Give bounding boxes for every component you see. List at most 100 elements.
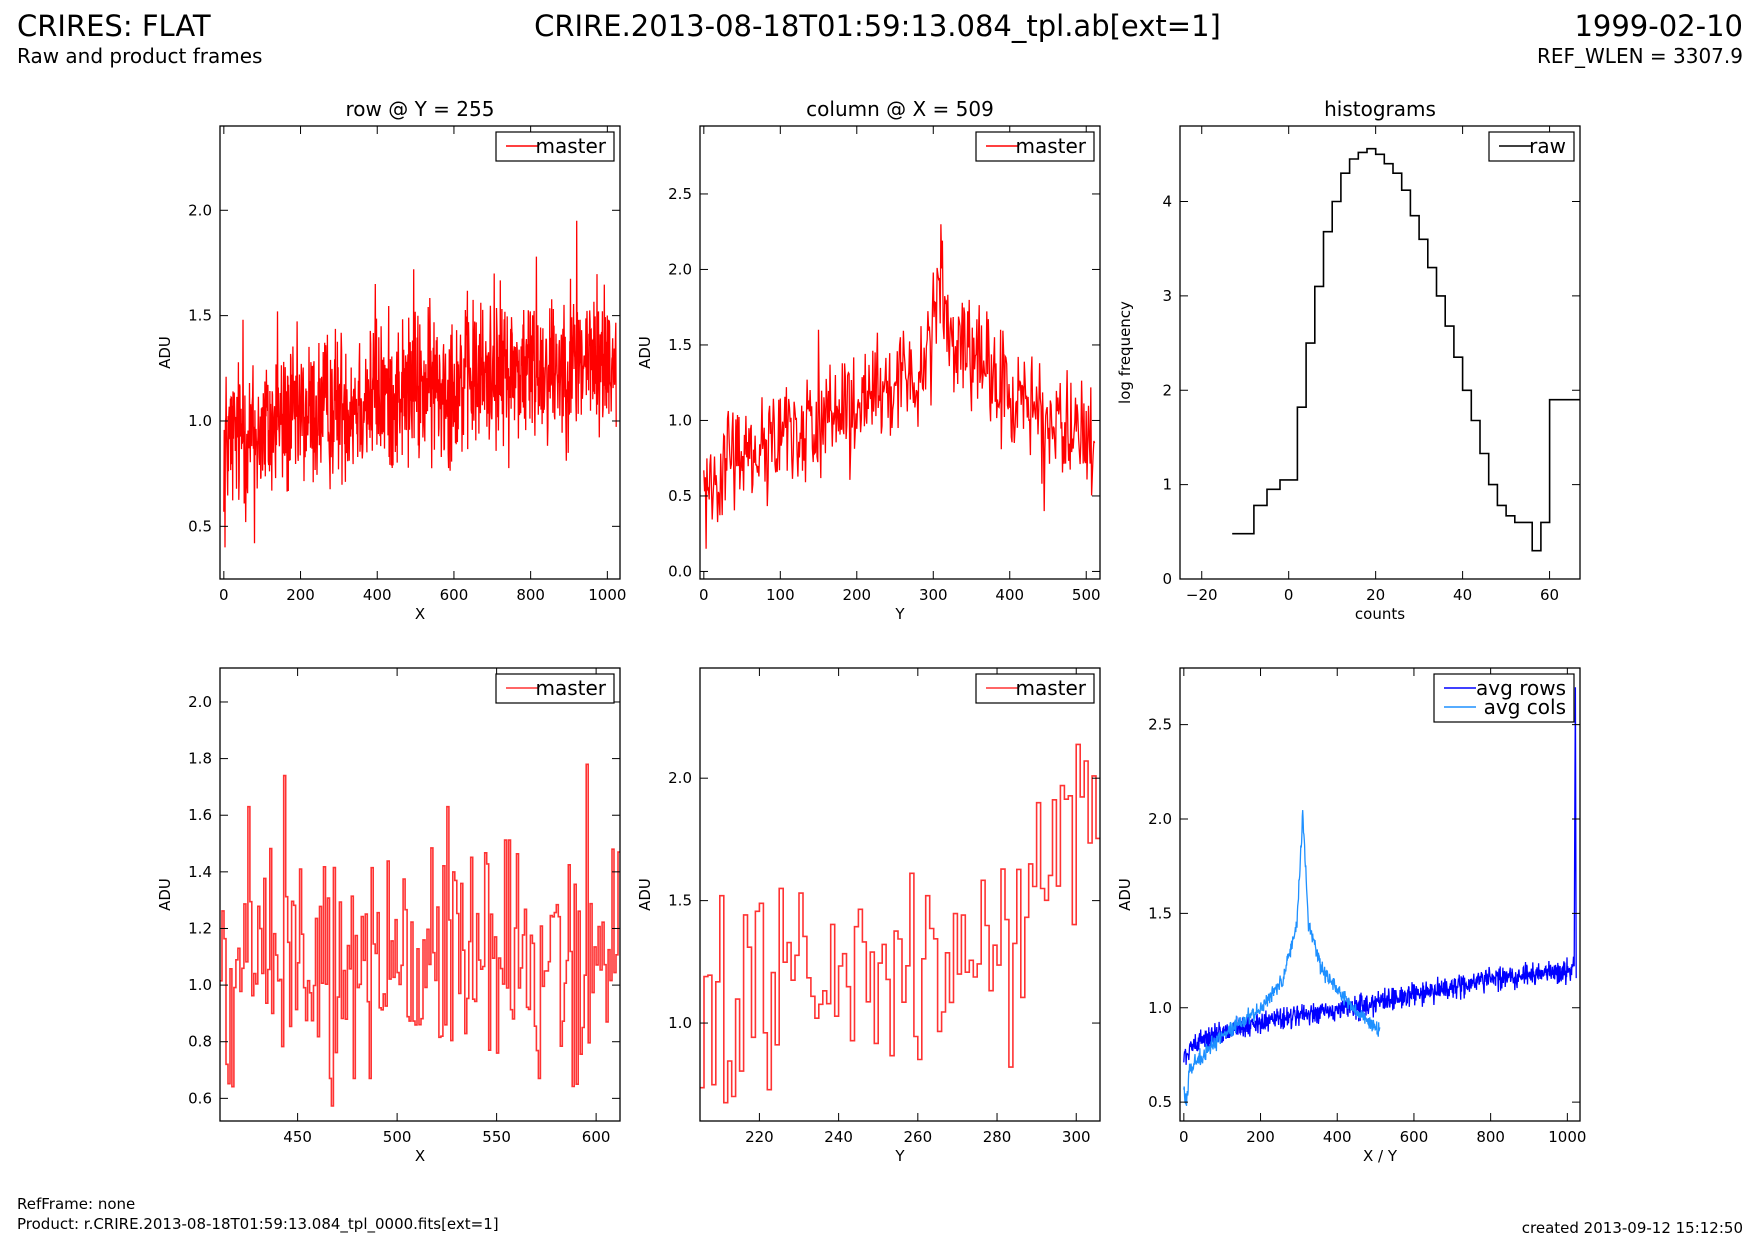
chart-title: histograms bbox=[1324, 97, 1436, 121]
y-tick-label: 1.0 bbox=[668, 411, 692, 429]
x-tick-label: 1000 bbox=[1548, 1128, 1586, 1146]
legend-label-master: master bbox=[535, 134, 606, 158]
chart-histogram: −20 0 20 40 60 0 1 2 3 4 histograms counts log frequ… bbox=[1116, 97, 1581, 623]
y-axis-label: ADU bbox=[156, 878, 174, 911]
x-axis-label: X / Y bbox=[1363, 1147, 1398, 1165]
series-line-raw bbox=[1232, 147, 1580, 552]
y-axis-label: ADU bbox=[1116, 878, 1134, 911]
plot-frame bbox=[219, 667, 621, 1122]
y-tick-label: 2.0 bbox=[188, 201, 212, 219]
x-tick-label: 450 bbox=[283, 1128, 312, 1146]
product-label: Product: r.CRIRE.2013-08-18T01:59:13.084… bbox=[17, 1215, 499, 1233]
y-tick-label: 1.4 bbox=[188, 863, 212, 881]
x-tick-label: 1000 bbox=[588, 586, 626, 604]
series-line-master bbox=[223, 220, 617, 548]
chart-row_zoom: 450 500 550 600 0.6 0.8 1.0 1.2 1.4 1.6 1.8 2.0 X ADU… bbox=[156, 667, 621, 1165]
y-axis-label: log frequency bbox=[1116, 301, 1134, 404]
x-tick-label: 220 bbox=[745, 1128, 774, 1146]
y-tick-label: 1.0 bbox=[188, 976, 212, 994]
chart-title: column @ X = 509 bbox=[806, 97, 994, 121]
y-axis-label: ADU bbox=[636, 878, 654, 911]
plot-frame bbox=[219, 125, 621, 580]
figure-title: CRIRES: FLAT bbox=[17, 9, 211, 43]
x-tick-label: 400 bbox=[1323, 1128, 1352, 1146]
legend-label-master: master bbox=[1015, 134, 1086, 158]
file-title: CRIRE.2013-08-18T01:59:13.084_tpl.ab[ext… bbox=[534, 9, 1221, 43]
y-tick-label: 2.0 bbox=[668, 260, 692, 278]
x-tick-label: 0 bbox=[1179, 1128, 1189, 1146]
y-tick-label: 1.0 bbox=[1148, 999, 1172, 1017]
series-line-avg-cols bbox=[1183, 810, 1381, 1106]
chart-column: 0 100 200 300 400 500 0.0 0.5 1.0 1.5 2.0 2.5 column… bbox=[636, 97, 1101, 623]
y-tick-label: 2.5 bbox=[1148, 716, 1172, 734]
y-tick-label: 1.2 bbox=[188, 919, 212, 937]
x-tick-label: 280 bbox=[983, 1128, 1012, 1146]
x-tick-label: 0 bbox=[219, 586, 229, 604]
figure-subtitle: Raw and product frames bbox=[17, 44, 263, 68]
x-tick-label: 240 bbox=[824, 1128, 853, 1146]
legend-box bbox=[1433, 673, 1575, 723]
y-tick-label: 2.0 bbox=[188, 693, 212, 711]
y-tick-label: 1.5 bbox=[668, 892, 692, 910]
x-tick-label: 800 bbox=[1476, 1128, 1505, 1146]
chart-row: 0 200 400 600 800 1000 0.5 1.0 1.5 2.0 row @ Y = 2… bbox=[156, 97, 626, 623]
x-tick-label: 0 bbox=[699, 586, 709, 604]
y-tick-label: 0.8 bbox=[188, 1033, 212, 1051]
x-tick-label: 40 bbox=[1453, 586, 1472, 604]
y-tick-label: 2.0 bbox=[668, 769, 692, 787]
x-axis-label: counts bbox=[1355, 605, 1405, 623]
y-axis-label: ADU bbox=[636, 336, 654, 369]
x-tick-label: 20 bbox=[1366, 586, 1385, 604]
x-tick-label: 800 bbox=[516, 586, 545, 604]
series-line-master bbox=[700, 743, 1100, 1104]
x-tick-label: 600 bbox=[582, 1128, 611, 1146]
chart-column_zoom: 220 240 260 280 300 1.0 1.5 2.0 Y ADU master bbox=[636, 667, 1101, 1165]
ref-frame-label: RefFrame: none bbox=[17, 1195, 136, 1213]
y-tick-label: 1.0 bbox=[188, 412, 212, 430]
series-line-master bbox=[220, 763, 620, 1107]
x-tick-label: 200 bbox=[842, 586, 871, 604]
x-axis-label: X bbox=[415, 1147, 425, 1165]
x-tick-label: −20 bbox=[1186, 586, 1218, 604]
plot-frame bbox=[1179, 667, 1581, 1122]
x-tick-label: 550 bbox=[482, 1128, 511, 1146]
y-tick-label: 1.6 bbox=[188, 806, 212, 824]
x-tick-label: 100 bbox=[766, 586, 795, 604]
y-tick-label: 2.0 bbox=[1148, 810, 1172, 828]
x-tick-label: 300 bbox=[919, 586, 948, 604]
legend-label-master: master bbox=[535, 676, 606, 700]
x-tick-label: 600 bbox=[440, 586, 469, 604]
y-tick-label: 1.0 bbox=[668, 1014, 692, 1032]
series-line-avg-rows bbox=[1183, 687, 1577, 1065]
chart-averages: 0 200 400 600 800 1000 0.5 1.0 1.5 2.0 2.5 X / Y ADU… bbox=[1116, 667, 1586, 1165]
x-tick-label: 200 bbox=[286, 586, 315, 604]
legend-box bbox=[495, 131, 615, 162]
x-tick-label: 400 bbox=[995, 586, 1024, 604]
y-tick-label: 0.0 bbox=[668, 562, 692, 580]
y-tick-label: 1.5 bbox=[188, 307, 212, 325]
created-label: created 2013-09-12 15:12:50 bbox=[1521, 1219, 1743, 1237]
x-tick-label: 200 bbox=[1246, 1128, 1275, 1146]
x-tick-label: 500 bbox=[1072, 586, 1101, 604]
date-title: 1999-02-10 bbox=[1574, 9, 1743, 43]
y-tick-label: 1.5 bbox=[1148, 904, 1172, 922]
x-tick-label: 500 bbox=[383, 1128, 412, 1146]
x-tick-label: 0 bbox=[1284, 586, 1294, 604]
y-tick-label: 1.8 bbox=[188, 750, 212, 768]
plot-frame bbox=[1179, 125, 1581, 580]
y-tick-label: 0 bbox=[1162, 570, 1172, 588]
y-axis-label: ADU bbox=[156, 336, 174, 369]
y-tick-label: 4 bbox=[1162, 193, 1172, 211]
x-tick-label: 400 bbox=[363, 586, 392, 604]
legend-label-avg-rows: avg rows bbox=[1476, 676, 1566, 700]
x-tick-label: 600 bbox=[1400, 1128, 1429, 1146]
chart-title: row @ Y = 255 bbox=[346, 97, 495, 121]
x-axis-label: X bbox=[415, 605, 425, 623]
y-tick-label: 0.6 bbox=[188, 1089, 212, 1107]
plot-frame bbox=[699, 125, 1101, 580]
x-tick-label: 260 bbox=[904, 1128, 933, 1146]
y-tick-label: 0.5 bbox=[188, 517, 212, 535]
x-axis-label: Y bbox=[894, 605, 905, 623]
y-tick-label: 1.5 bbox=[668, 336, 692, 354]
y-tick-label: 0.5 bbox=[668, 487, 692, 505]
